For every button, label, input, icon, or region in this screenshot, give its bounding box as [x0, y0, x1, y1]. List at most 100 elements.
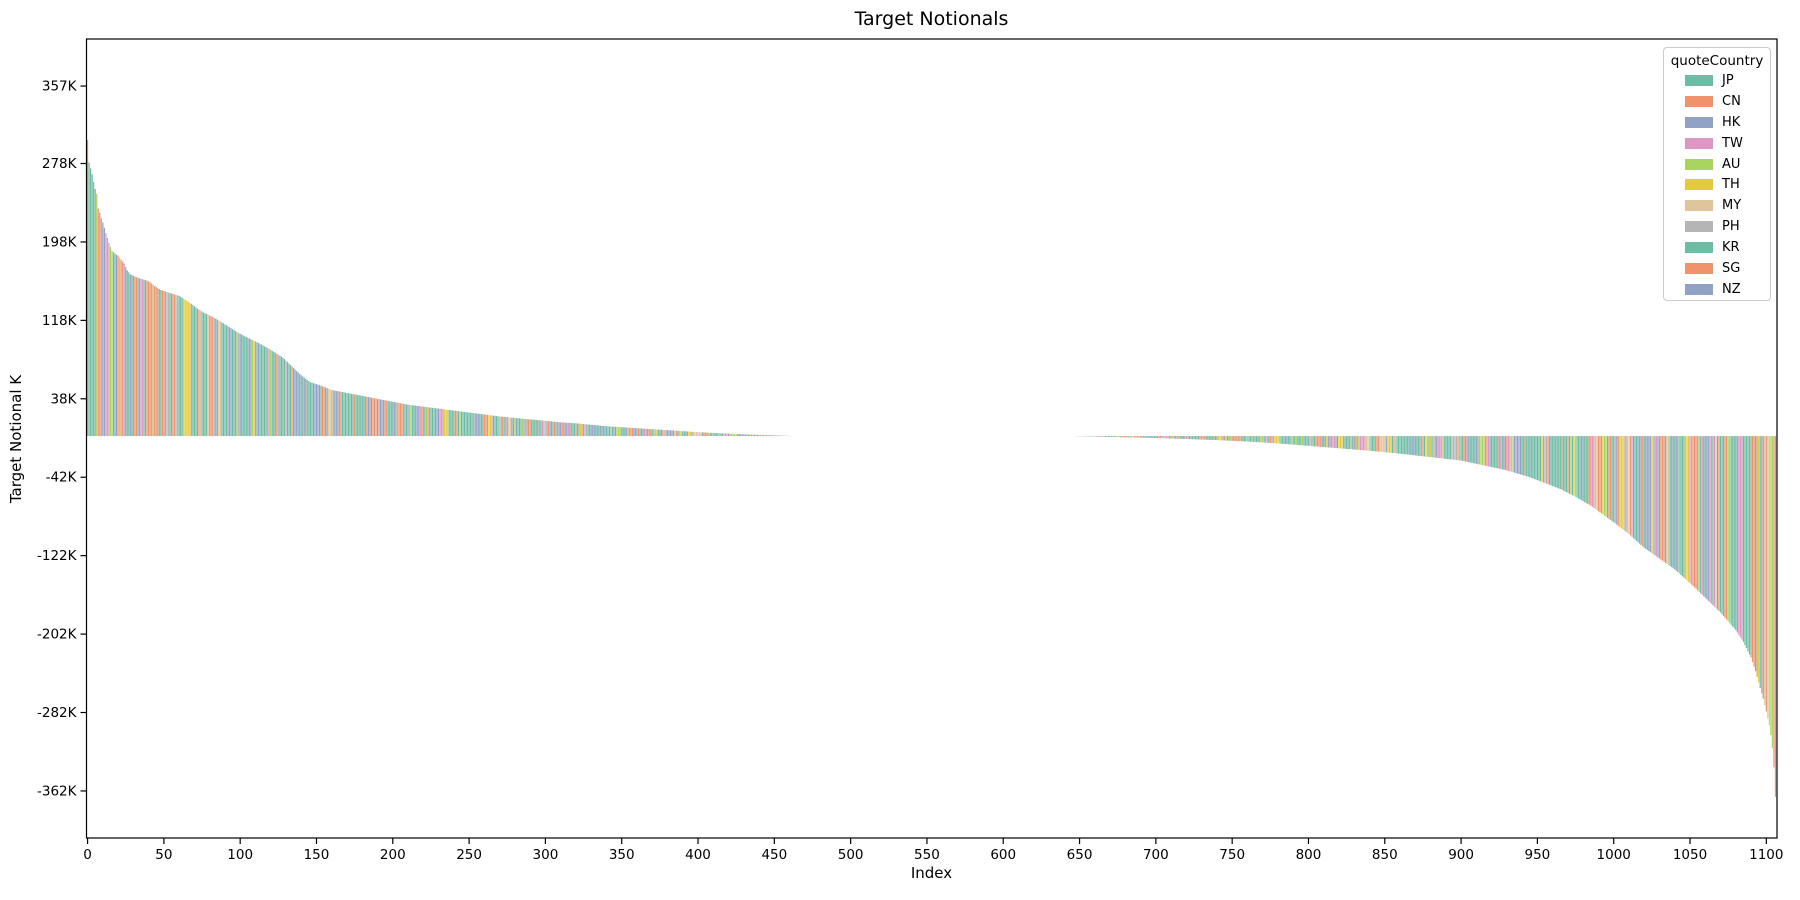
- bar: [1335, 436, 1337, 449]
- bar: [1532, 436, 1534, 479]
- bar: [457, 411, 460, 437]
- bar: [346, 392, 348, 437]
- bar: [390, 401, 392, 437]
- bar: [1358, 436, 1360, 450]
- bar: [1590, 436, 1592, 506]
- bar: [1223, 436, 1226, 441]
- bar: [1245, 436, 1247, 442]
- bar: [772, 435, 774, 437]
- bar: [1312, 436, 1314, 447]
- bar: [184, 299, 186, 437]
- bar: [285, 360, 287, 437]
- bar: [1321, 436, 1323, 447]
- x-tick-label: 950: [1525, 847, 1551, 863]
- bar: [1564, 436, 1566, 492]
- bar: [103, 227, 105, 437]
- bar: [1657, 436, 1659, 558]
- legend-swatch-icon: [1685, 74, 1713, 86]
- x-tick-label: 50: [155, 847, 172, 863]
- bar: [96, 193, 98, 437]
- bar: [767, 435, 769, 437]
- bar: [1307, 436, 1310, 446]
- bar: [442, 409, 444, 437]
- bar: [1376, 436, 1378, 452]
- bar: [639, 428, 641, 437]
- bar: [350, 393, 353, 437]
- bar: [1719, 436, 1722, 613]
- bar: [1481, 436, 1484, 466]
- bar: [1452, 436, 1455, 460]
- bar: [683, 431, 685, 437]
- bar: [445, 409, 447, 437]
- bar: [737, 434, 739, 437]
- bar: [1342, 436, 1345, 449]
- bar: [369, 397, 371, 437]
- bar: [1101, 436, 1104, 437]
- bar: [633, 428, 635, 437]
- bar: [776, 435, 778, 437]
- bar: [584, 424, 586, 437]
- bar: [735, 433, 737, 437]
- bar: [1570, 436, 1572, 495]
- bar: [352, 394, 354, 437]
- bar: [1213, 436, 1215, 441]
- bar: [1370, 436, 1372, 451]
- bar: [1463, 436, 1465, 462]
- bar: [1675, 436, 1677, 571]
- bar: [1404, 436, 1406, 455]
- bar: [1323, 436, 1325, 448]
- bar: [297, 372, 299, 437]
- bar: [256, 342, 258, 437]
- bar: [1332, 436, 1334, 448]
- bar: [599, 425, 601, 437]
- bar: [1396, 436, 1398, 454]
- bar: [531, 419, 533, 437]
- bar: [581, 423, 583, 437]
- legend-swatch-icon: [1685, 137, 1713, 149]
- bar: [1568, 436, 1571, 494]
- bar: [1727, 436, 1729, 622]
- bar: [698, 432, 701, 437]
- bar: [395, 402, 397, 437]
- bar: [1313, 436, 1316, 447]
- bar: [1117, 436, 1119, 438]
- bar: [1091, 436, 1093, 437]
- bar: [1513, 436, 1516, 473]
- bar: [410, 405, 412, 437]
- bar: [473, 413, 475, 437]
- bar: [1538, 436, 1540, 481]
- bar: [598, 425, 600, 437]
- bar: [669, 430, 672, 437]
- bar: [250, 339, 252, 437]
- bar: [1494, 436, 1496, 468]
- bar: [589, 424, 591, 437]
- bar: [1133, 436, 1136, 438]
- bar: [540, 420, 542, 437]
- bar: [1400, 436, 1403, 454]
- y-tick-label: -362K: [37, 783, 78, 799]
- bar: [463, 411, 466, 437]
- bar: [1529, 436, 1531, 478]
- bar: [1387, 436, 1389, 453]
- bar: [521, 418, 524, 437]
- bar: [743, 434, 745, 437]
- bar: [676, 430, 678, 437]
- bar: [357, 394, 359, 437]
- bar: [528, 419, 530, 437]
- bar: [509, 417, 511, 437]
- bar: [355, 394, 357, 437]
- bar: [648, 428, 650, 437]
- bar: [642, 428, 644, 437]
- bar: [625, 427, 627, 437]
- bar: [630, 427, 632, 437]
- bar: [1382, 436, 1384, 453]
- bar: [1695, 436, 1697, 589]
- bar: [1770, 436, 1772, 736]
- bar: [1533, 436, 1535, 479]
- bar: [1211, 436, 1213, 440]
- bar: [1680, 436, 1682, 575]
- bar: [538, 420, 540, 437]
- bar: [241, 334, 243, 437]
- bar: [207, 314, 209, 437]
- bar: [317, 384, 319, 437]
